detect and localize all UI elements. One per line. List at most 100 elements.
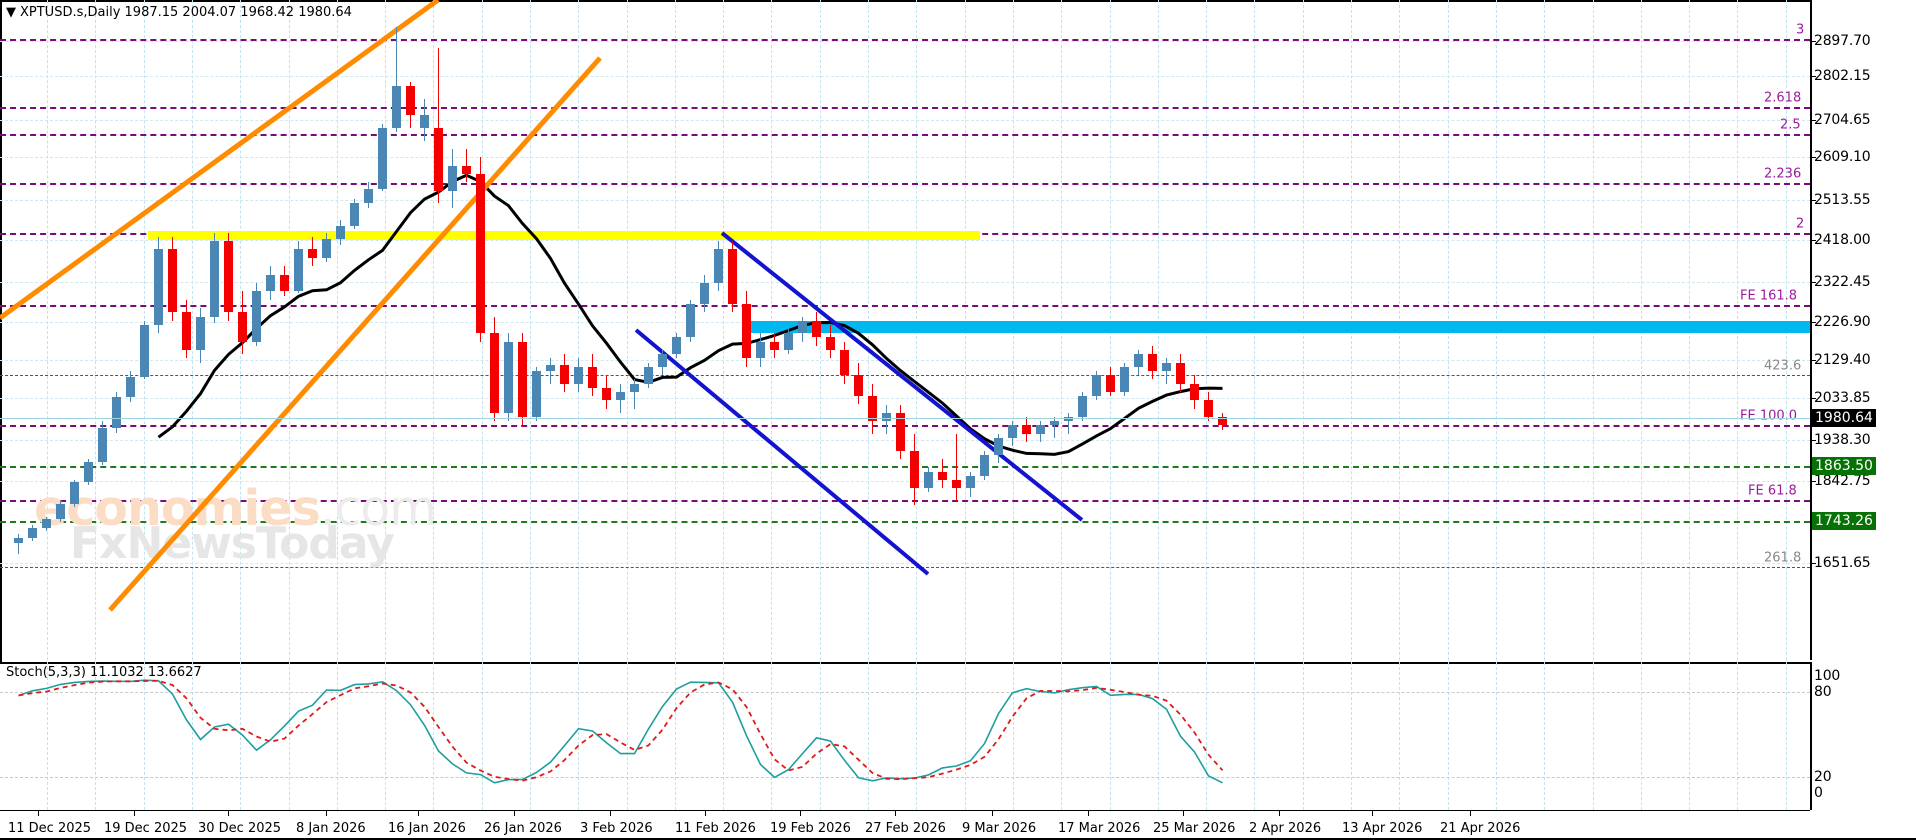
candlestick[interactable] bbox=[812, 0, 821, 660]
candlestick[interactable] bbox=[1022, 0, 1031, 660]
candlestick[interactable] bbox=[924, 0, 933, 660]
candlestick[interactable] bbox=[770, 0, 779, 660]
candlestick[interactable] bbox=[196, 0, 205, 660]
candlestick[interactable] bbox=[1050, 0, 1059, 660]
gridline-vertical bbox=[482, 662, 483, 810]
candlestick[interactable] bbox=[448, 0, 457, 660]
gridline-vertical bbox=[965, 662, 966, 810]
candlestick[interactable] bbox=[182, 0, 191, 660]
candlestick[interactable] bbox=[546, 0, 555, 660]
candlestick[interactable] bbox=[336, 0, 345, 660]
candlestick[interactable] bbox=[980, 0, 989, 660]
candlestick[interactable] bbox=[966, 0, 975, 660]
candlestick[interactable] bbox=[686, 0, 695, 660]
candlestick[interactable] bbox=[252, 0, 261, 660]
candlestick[interactable] bbox=[168, 0, 177, 660]
candlestick[interactable] bbox=[308, 0, 317, 660]
candlestick[interactable] bbox=[420, 0, 429, 660]
candlestick[interactable] bbox=[70, 0, 79, 660]
date-axis[interactable]: 11 Dec 2025 19 Dec 2025 30 Dec 2025 8 Jan 2… bbox=[0, 810, 1916, 840]
candlestick[interactable] bbox=[42, 0, 51, 660]
candle-body bbox=[462, 165, 471, 175]
candlestick[interactable] bbox=[1106, 0, 1115, 660]
candlestick[interactable] bbox=[1162, 0, 1171, 660]
candlestick[interactable] bbox=[1078, 0, 1087, 660]
candlestick[interactable] bbox=[154, 0, 163, 660]
candlestick[interactable] bbox=[868, 0, 877, 660]
candle-body bbox=[518, 341, 527, 418]
candlestick[interactable] bbox=[56, 0, 65, 660]
price-axis[interactable]: 2897.70 2802.15 2704.65 2609.10 2513.55 2322.… bbox=[1810, 0, 1916, 810]
candlestick[interactable] bbox=[826, 0, 835, 660]
candlestick[interactable] bbox=[434, 0, 443, 660]
candlestick[interactable] bbox=[476, 0, 485, 660]
candlestick[interactable] bbox=[840, 0, 849, 660]
candlestick[interactable] bbox=[378, 0, 387, 660]
candlestick[interactable] bbox=[672, 0, 681, 660]
candlestick[interactable] bbox=[994, 0, 1003, 660]
candlestick[interactable] bbox=[392, 0, 401, 660]
stochastic-pane[interactable]: Stoch(5,3,3) 11.1032 13.6627 bbox=[0, 662, 1916, 810]
candlestick[interactable] bbox=[462, 0, 471, 660]
candlestick[interactable] bbox=[238, 0, 247, 660]
candlestick[interactable] bbox=[588, 0, 597, 660]
candlestick[interactable] bbox=[630, 0, 639, 660]
candlestick[interactable] bbox=[1008, 0, 1017, 660]
candlestick[interactable] bbox=[1064, 0, 1073, 660]
candlestick[interactable] bbox=[700, 0, 709, 660]
candlestick[interactable] bbox=[364, 0, 373, 660]
candlestick[interactable] bbox=[294, 0, 303, 660]
candlestick[interactable] bbox=[112, 0, 121, 660]
date-tickmark bbox=[895, 810, 896, 816]
candlestick[interactable] bbox=[490, 0, 499, 660]
candlestick[interactable] bbox=[910, 0, 919, 660]
candlestick[interactable] bbox=[938, 0, 947, 660]
candlestick[interactable] bbox=[266, 0, 275, 660]
candlestick[interactable] bbox=[98, 0, 107, 660]
candlestick[interactable] bbox=[532, 0, 541, 660]
candlestick[interactable] bbox=[756, 0, 765, 660]
candlestick[interactable] bbox=[644, 0, 653, 660]
candlestick[interactable] bbox=[1204, 0, 1213, 660]
candlestick[interactable] bbox=[1036, 0, 1045, 660]
candlestick[interactable] bbox=[784, 0, 793, 660]
candlestick[interactable] bbox=[742, 0, 751, 660]
candlestick[interactable] bbox=[224, 0, 233, 660]
triangle-down-icon[interactable]: ▼ bbox=[6, 5, 16, 20]
candlestick[interactable] bbox=[350, 0, 359, 660]
candlestick[interactable] bbox=[322, 0, 331, 660]
candlestick[interactable] bbox=[1176, 0, 1185, 660]
candlestick[interactable] bbox=[1148, 0, 1157, 660]
candlestick[interactable] bbox=[280, 0, 289, 660]
gridline-horizontal bbox=[0, 120, 1810, 121]
candlestick[interactable] bbox=[1120, 0, 1129, 660]
candlestick[interactable] bbox=[1134, 0, 1143, 660]
candlestick[interactable] bbox=[952, 0, 961, 660]
candlestick[interactable] bbox=[798, 0, 807, 660]
candlestick[interactable] bbox=[1092, 0, 1101, 660]
candlestick[interactable] bbox=[882, 0, 891, 660]
candlestick[interactable] bbox=[728, 0, 737, 660]
candlestick[interactable] bbox=[14, 0, 23, 660]
candlestick[interactable] bbox=[210, 0, 219, 660]
axis-tick-label: 2513.55 bbox=[1814, 192, 1871, 208]
candlestick[interactable] bbox=[1218, 0, 1227, 660]
candlestick[interactable] bbox=[616, 0, 625, 660]
candlestick[interactable] bbox=[854, 0, 863, 660]
candlestick[interactable] bbox=[28, 0, 37, 660]
candlestick[interactable] bbox=[560, 0, 569, 660]
candlestick[interactable] bbox=[504, 0, 513, 660]
candlestick[interactable] bbox=[140, 0, 149, 660]
candlestick[interactable] bbox=[714, 0, 723, 660]
candlestick[interactable] bbox=[406, 0, 415, 660]
candlestick[interactable] bbox=[84, 0, 93, 660]
candlestick[interactable] bbox=[1190, 0, 1199, 660]
chart-header[interactable]: ▼ XPTUSD.s,Daily 1987.15 2004.07 1968.42 … bbox=[6, 5, 352, 20]
candlestick[interactable] bbox=[896, 0, 905, 660]
candlestick[interactable] bbox=[518, 0, 527, 660]
candlestick[interactable] bbox=[126, 0, 135, 660]
candlestick[interactable] bbox=[574, 0, 583, 660]
price-plot[interactable]: 3 2.618 2.5 2.236 2 FE 161.8 FE 100.0 FE 61.8 4… bbox=[0, 0, 1810, 810]
candlestick[interactable] bbox=[658, 0, 667, 660]
candlestick[interactable] bbox=[602, 0, 611, 660]
